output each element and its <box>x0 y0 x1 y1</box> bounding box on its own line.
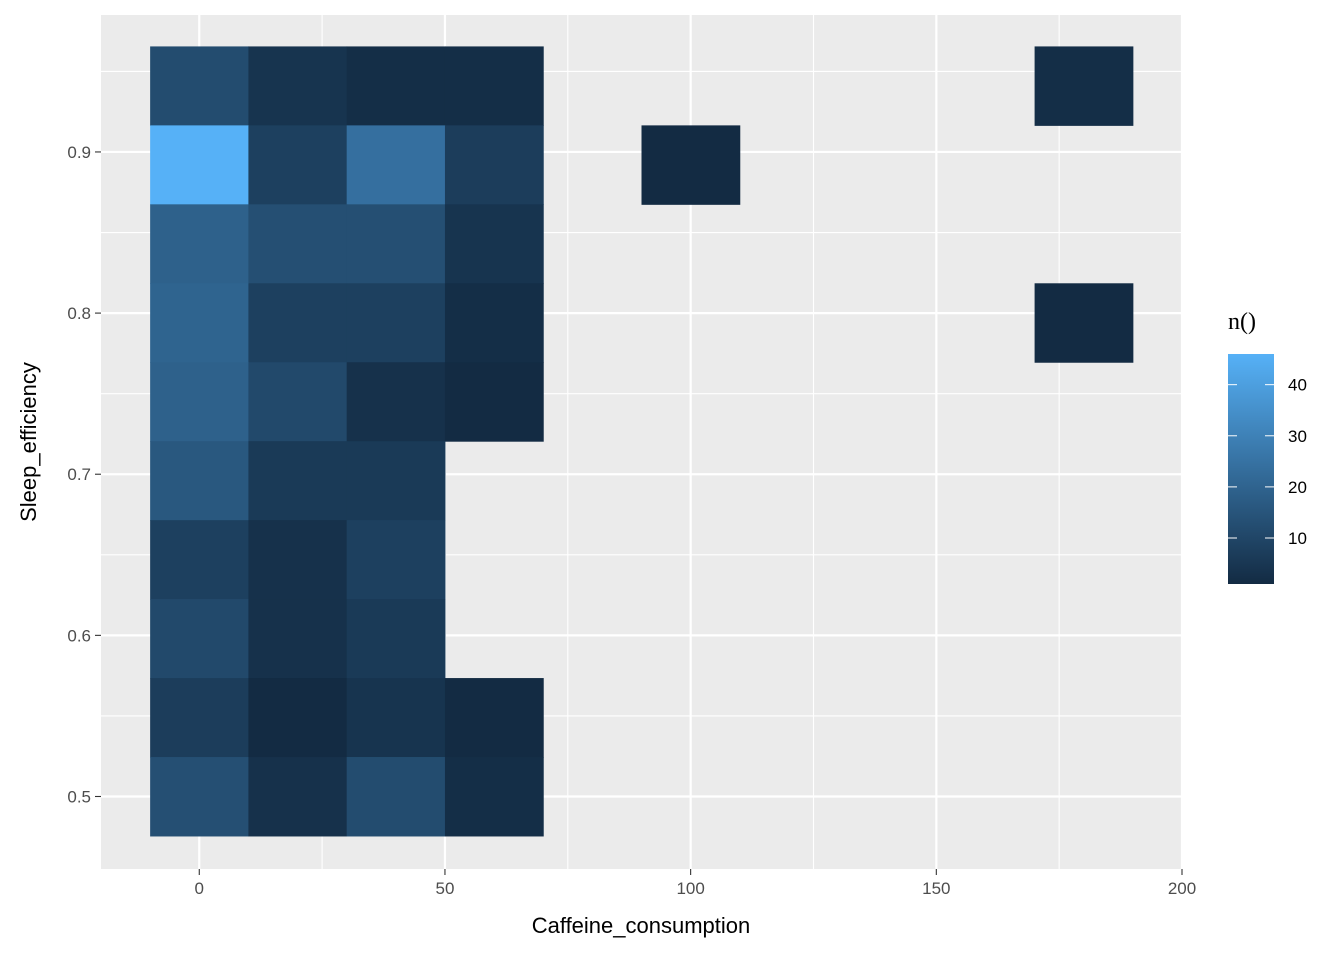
heatmap-cell <box>150 441 249 521</box>
heatmap-cell <box>346 599 446 679</box>
x-axis-title: Caffeine_consumption <box>532 913 751 938</box>
heatmap-cell <box>444 283 544 363</box>
heatmap-cell <box>248 441 348 521</box>
x-tick-label: 150 <box>922 879 950 898</box>
heatmap-cell <box>150 283 249 363</box>
heatmap-cell <box>346 520 446 600</box>
x-tick-label: 100 <box>676 879 704 898</box>
heatmap-cell <box>444 757 544 837</box>
heatmap-cell <box>150 204 249 284</box>
heatmap-cell <box>248 520 348 600</box>
y-axis: 0.5 0.6 0.7 0.8 0.9 <box>67 143 101 806</box>
heatmap-cell <box>346 204 446 284</box>
legend-tick-label: 30 <box>1288 427 1307 446</box>
heatmap-cell <box>248 678 348 758</box>
heatmap-cell <box>346 46 446 126</box>
y-tick-label: 0.5 <box>67 787 91 806</box>
heatmap-cell <box>150 362 249 442</box>
heatmap-cell <box>444 362 544 442</box>
heatmap-cell <box>346 283 446 363</box>
y-tick-label: 0.9 <box>67 143 91 162</box>
legend-tick-label: 20 <box>1288 478 1307 497</box>
heatmap-cell <box>150 125 249 205</box>
x-tick-label: 0 <box>195 879 204 898</box>
heatmap-cell <box>346 678 446 758</box>
legend-colorbar <box>1228 354 1274 584</box>
y-tick-label: 0.8 <box>67 304 91 323</box>
heatmap-cell <box>444 678 544 758</box>
heatmap-cell <box>346 441 446 521</box>
legend-ticks: 10 20 30 40 <box>1228 376 1307 548</box>
x-tick-label: 50 <box>435 879 454 898</box>
heatmap-cell <box>150 520 249 600</box>
heatmap-cell <box>248 46 348 126</box>
heatmap-cell <box>248 599 348 679</box>
heatmap-cell <box>346 757 446 837</box>
x-tick-label: 200 <box>1168 879 1196 898</box>
color-legend: n() 10 20 30 40 <box>1228 309 1307 584</box>
heatmap-cell <box>444 46 544 126</box>
y-tick-label: 0.6 <box>67 626 91 645</box>
x-axis: 0 50 100 150 200 <box>195 869 1196 898</box>
heatmap-cell <box>248 283 348 363</box>
heatmap-cell <box>248 204 348 284</box>
heatmap-cell <box>150 678 249 758</box>
heatmap-cell <box>1034 46 1134 126</box>
heatmap-cell <box>248 757 348 837</box>
heatmap-cell <box>150 599 249 679</box>
heatmap-cell <box>1034 283 1134 363</box>
heatmap-cell <box>150 46 249 126</box>
legend-tick-label: 10 <box>1288 529 1307 548</box>
heatmap-cells <box>150 46 1134 837</box>
y-tick-label: 0.7 <box>67 465 91 484</box>
heatmap-cell <box>444 125 544 205</box>
heatmap-cell <box>248 362 348 442</box>
heatmap-cell <box>641 125 741 205</box>
heatmap-cell <box>248 125 348 205</box>
y-axis-title: Sleep_efficiency <box>16 362 41 522</box>
heatmap-cell <box>346 362 446 442</box>
heatmap-cell <box>346 125 446 205</box>
legend-title: n() <box>1228 309 1256 335</box>
heatmap-cell <box>150 757 249 837</box>
legend-tick-label: 40 <box>1288 376 1307 395</box>
heatmap-cell <box>444 204 544 284</box>
